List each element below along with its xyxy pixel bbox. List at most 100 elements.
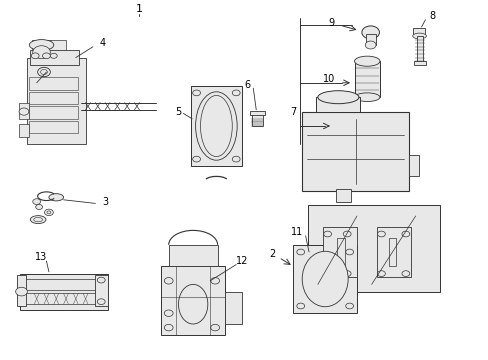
Circle shape	[164, 324, 173, 331]
Text: 11: 11	[290, 227, 303, 237]
Text: 9: 9	[328, 18, 334, 28]
Circle shape	[401, 231, 409, 237]
Bar	[29, 77, 78, 90]
Ellipse shape	[354, 93, 379, 102]
Bar	[20, 274, 107, 310]
Bar	[168, 245, 217, 266]
Bar	[19, 124, 29, 137]
Bar	[32, 40, 51, 50]
Text: 5: 5	[175, 107, 181, 117]
Circle shape	[377, 231, 385, 237]
Ellipse shape	[49, 194, 63, 201]
Circle shape	[38, 67, 50, 77]
Circle shape	[33, 199, 41, 204]
Bar	[376, 227, 410, 277]
Circle shape	[343, 271, 350, 276]
Text: 10: 10	[322, 74, 334, 84]
Circle shape	[232, 156, 240, 162]
Bar	[161, 266, 224, 335]
Bar	[29, 121, 78, 133]
Circle shape	[16, 287, 27, 296]
Ellipse shape	[317, 91, 358, 104]
Circle shape	[296, 249, 304, 255]
Bar	[252, 114, 263, 126]
Bar	[27, 58, 85, 144]
Circle shape	[365, 41, 375, 49]
Circle shape	[343, 231, 350, 237]
Circle shape	[192, 90, 200, 96]
Bar	[30, 50, 79, 65]
Bar	[416, 36, 422, 63]
Ellipse shape	[412, 33, 426, 39]
Bar	[322, 227, 356, 277]
Circle shape	[323, 231, 331, 237]
Ellipse shape	[29, 40, 54, 50]
Circle shape	[97, 299, 105, 305]
Ellipse shape	[195, 92, 237, 160]
Circle shape	[401, 271, 409, 276]
Circle shape	[164, 310, 173, 316]
Ellipse shape	[34, 217, 42, 222]
Circle shape	[210, 324, 219, 331]
Circle shape	[377, 271, 385, 276]
Bar	[388, 238, 395, 266]
Text: 4: 4	[100, 38, 105, 48]
Circle shape	[97, 277, 105, 283]
Ellipse shape	[200, 95, 232, 157]
Circle shape	[19, 108, 29, 115]
Ellipse shape	[30, 216, 46, 224]
Ellipse shape	[354, 56, 379, 66]
Circle shape	[44, 209, 53, 216]
Bar	[307, 205, 439, 292]
Bar	[408, 155, 418, 176]
Text: 2: 2	[269, 249, 275, 259]
Bar	[46, 40, 66, 50]
Text: 3: 3	[102, 197, 108, 207]
Ellipse shape	[178, 284, 207, 324]
Circle shape	[345, 303, 353, 309]
Circle shape	[192, 156, 200, 162]
Text: 1: 1	[136, 4, 142, 14]
Circle shape	[41, 69, 47, 75]
Bar	[293, 245, 356, 313]
Circle shape	[50, 53, 57, 58]
Bar	[413, 61, 425, 65]
Circle shape	[36, 204, 42, 210]
Circle shape	[47, 211, 51, 214]
Circle shape	[31, 53, 39, 59]
Bar	[301, 112, 408, 191]
Text: 7: 7	[290, 107, 296, 117]
Bar	[354, 61, 379, 97]
Bar	[24, 279, 100, 290]
Bar	[365, 34, 375, 45]
Circle shape	[232, 90, 240, 96]
Bar	[24, 293, 100, 304]
Circle shape	[296, 303, 304, 309]
Bar	[250, 111, 264, 115]
Text: 8: 8	[429, 11, 435, 21]
Bar	[316, 97, 360, 112]
Bar	[195, 83, 246, 162]
Ellipse shape	[302, 251, 347, 307]
Circle shape	[361, 26, 379, 39]
Bar	[335, 189, 350, 202]
Bar	[95, 275, 107, 306]
Circle shape	[323, 271, 331, 276]
Circle shape	[345, 249, 353, 255]
Circle shape	[164, 278, 173, 284]
Bar	[24, 29, 176, 173]
Circle shape	[33, 46, 50, 59]
Bar	[224, 292, 242, 324]
Circle shape	[42, 53, 50, 59]
Circle shape	[210, 278, 219, 284]
Bar	[19, 103, 29, 119]
Text: 6: 6	[244, 80, 249, 90]
Bar	[29, 106, 78, 119]
Bar	[412, 28, 425, 34]
Bar	[337, 238, 344, 266]
Text: 12: 12	[235, 256, 248, 266]
Bar	[17, 275, 26, 306]
Bar	[190, 86, 242, 166]
Bar	[5, 18, 278, 230]
Bar	[29, 92, 78, 104]
